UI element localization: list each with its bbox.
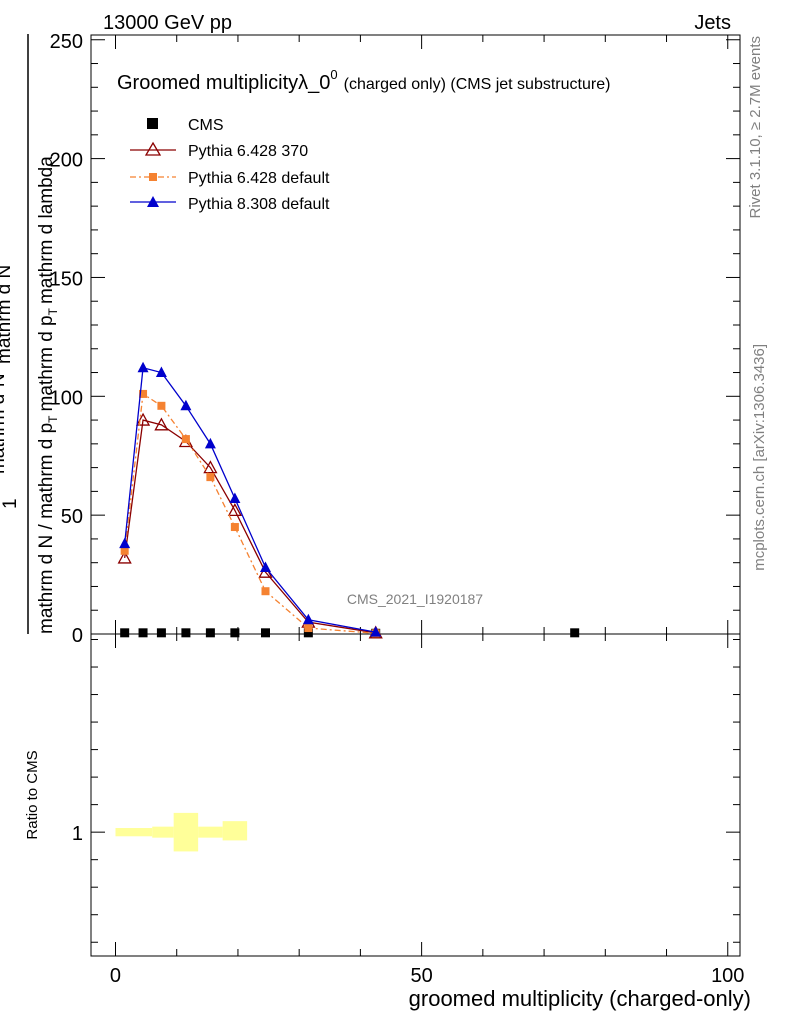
data-point-triangle xyxy=(229,492,241,504)
energy-label: 13000 GeV pp xyxy=(103,12,232,34)
data-point-cms xyxy=(230,628,240,638)
data-point-open-triangle xyxy=(117,550,132,564)
ratio-y-axis-label: Ratio to CMS xyxy=(24,750,41,839)
data-point-triangle xyxy=(302,613,314,625)
data-point-square xyxy=(261,587,270,596)
y-label-middle-text: mathrm d N xyxy=(0,265,15,364)
plot-title: Groomed multiplicityλ_00 (charged only) (… xyxy=(117,67,610,94)
ratio-plot-frame xyxy=(90,633,741,957)
data-point-open-triangle xyxy=(135,412,151,426)
data-point-cms xyxy=(138,628,148,638)
legend-label-pythia8: Pythia 8.308 default xyxy=(188,196,330,213)
ratio-band-segment xyxy=(198,826,223,838)
x-tick-label: 100 xyxy=(711,965,744,987)
title-superscript: 0 xyxy=(330,67,337,82)
ratio-band-segment xyxy=(152,826,174,838)
ratio-band-segment xyxy=(115,828,153,837)
data-point-square xyxy=(230,523,239,532)
data-point-open-triangle xyxy=(154,417,169,431)
data-point-square xyxy=(157,401,166,410)
data-point-cms xyxy=(156,628,166,638)
y-axis-label: 1 mathrm d2N mathrm d N mathrm d N / mat… xyxy=(0,34,60,634)
data-point-triangle xyxy=(119,537,131,549)
data-point-square xyxy=(139,389,148,398)
data-point-open-triangle xyxy=(227,503,242,517)
ratio-band-segment xyxy=(222,821,248,841)
data-point-square xyxy=(181,435,190,444)
ratio-y-tick-label: 1 xyxy=(72,823,83,845)
data-point-square xyxy=(304,624,313,633)
data-point-triangle xyxy=(259,561,271,572)
y-tick-label: 100 xyxy=(50,387,83,409)
data-point-cms xyxy=(303,628,313,638)
process-label: Jets xyxy=(694,12,731,34)
axis-ticks: 0 50 100 150 200 250 0 50 100 1 xyxy=(50,31,745,987)
legend-marker-cms xyxy=(147,118,158,129)
title-suffix: (charged only) (CMS jet substructure) xyxy=(344,76,611,93)
y-tick-label: 200 xyxy=(50,150,83,172)
data-point-triangle xyxy=(137,361,149,373)
data-point-cms xyxy=(260,628,270,638)
series-line xyxy=(124,419,376,634)
ratio-band xyxy=(115,812,248,852)
x-axis-label: groomed multiplicity (charged-only) xyxy=(409,986,751,1011)
y-label-denominator-text: mathrm d N / mathrm d pTmathrm d pTmathr… xyxy=(36,156,60,634)
data-point-square xyxy=(120,546,129,555)
analysis-id-label: CMS_2021_I1920187 xyxy=(347,591,483,607)
data-point-triangle xyxy=(204,437,216,449)
ratio-band-segment xyxy=(173,812,199,852)
data-point-cms xyxy=(120,628,130,638)
mcplots-label: mcplots.cern.ch [arXiv:1306.3436] xyxy=(751,344,768,571)
rivet-label: Rivet 3.1.10, ≥ 2.7M events xyxy=(747,36,764,219)
legend-label-pythia6-default: Pythia 6.428 default xyxy=(188,170,330,187)
y-tick-label: 250 xyxy=(50,31,83,53)
legend-marker-pythia6-default xyxy=(149,173,157,181)
legend-marker-pythia8 xyxy=(147,196,159,207)
y-label-numerator-text: 1 mathrm d2N xyxy=(0,373,21,509)
data-point-cms xyxy=(205,628,215,638)
data-point-square xyxy=(206,473,215,482)
data-point-triangle xyxy=(370,626,382,637)
legend-marker-pythia6-370 xyxy=(144,141,162,156)
data-point-cms xyxy=(181,628,191,638)
title-main: Groomed multiplicityλ_0 xyxy=(117,72,330,94)
legend: CMS Pythia 6.428 370 Pythia 6.428 defaul… xyxy=(130,117,330,213)
x-tick-label: 50 xyxy=(410,965,432,987)
legend-label-cms: CMS xyxy=(188,117,224,134)
y-tick-label: 0 xyxy=(72,625,83,647)
y-tick-label: 150 xyxy=(50,268,83,290)
data-series xyxy=(117,361,580,639)
data-point-triangle xyxy=(180,399,192,411)
data-point-cms xyxy=(570,628,580,638)
x-tick-label: 0 xyxy=(110,965,121,987)
data-point-open-triangle xyxy=(203,460,218,474)
legend-label-pythia6-370: Pythia 6.428 370 xyxy=(188,143,308,160)
y-tick-label: 50 xyxy=(61,506,83,528)
data-point-triangle xyxy=(155,366,167,378)
